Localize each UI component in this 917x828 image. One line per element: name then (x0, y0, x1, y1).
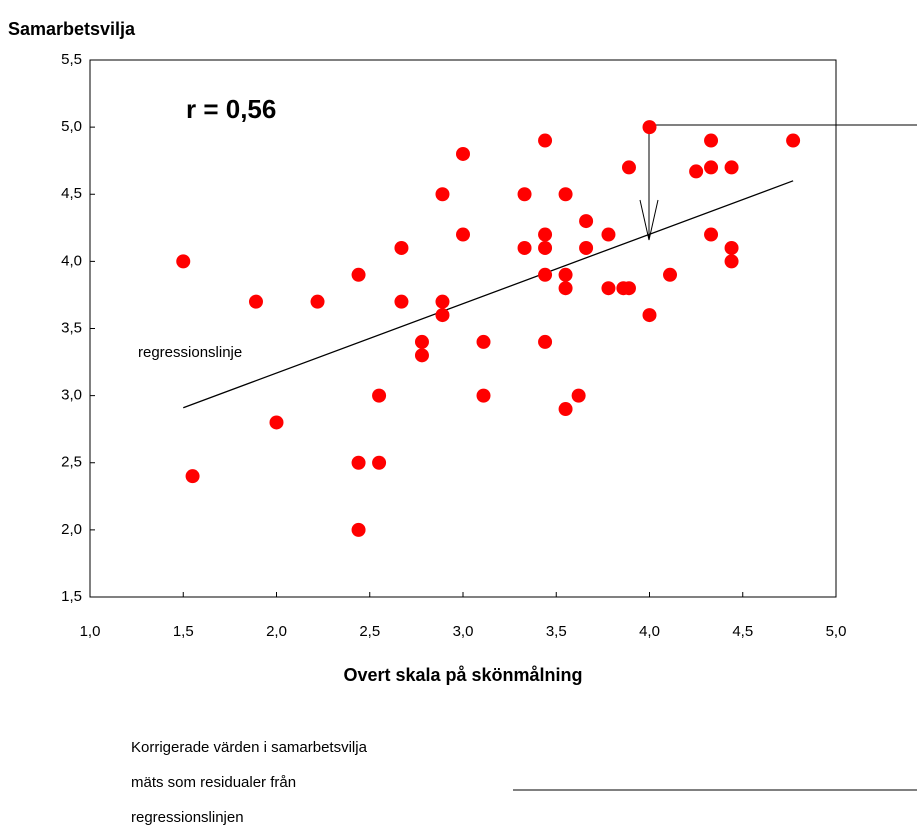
y-tick-label: 2,0 (61, 521, 82, 538)
point (394, 240, 409, 255)
point (248, 294, 263, 309)
y-tick-label: 5,0 (61, 118, 82, 135)
point (394, 294, 409, 309)
point (517, 187, 532, 202)
point (621, 160, 636, 175)
point (538, 334, 553, 349)
point (185, 469, 200, 484)
x-tick-label: 2,0 (266, 623, 287, 640)
point (456, 227, 470, 242)
point (176, 254, 191, 269)
point (351, 267, 366, 282)
y-tick-label: 2,5 (61, 454, 82, 471)
point (435, 294, 450, 309)
point (538, 133, 553, 148)
point (558, 267, 573, 282)
point (476, 388, 491, 403)
x-tick-label: 1,0 (80, 623, 101, 640)
point (414, 348, 429, 363)
y-tick-label: 4,0 (61, 252, 82, 269)
point (571, 388, 586, 403)
point (579, 240, 594, 255)
y-tick-label: 4,5 (61, 185, 82, 202)
point (704, 160, 719, 175)
annotation: r = 0,56 (186, 94, 276, 124)
point (372, 388, 387, 403)
note-line: mäts som residualer från (131, 774, 296, 791)
regression-line (183, 180, 794, 409)
line-label: regressionslinje (138, 344, 242, 361)
point (310, 294, 325, 309)
point (724, 160, 739, 175)
point (704, 133, 719, 148)
point (704, 227, 719, 242)
point (621, 281, 636, 296)
y-axis-label: Samarbetsvilja (8, 19, 136, 39)
x-tick-label: 3,5 (546, 623, 567, 640)
point (538, 267, 553, 282)
x-tick-label: 4,5 (732, 623, 753, 640)
y-tick-label: 1,5 (61, 588, 82, 605)
plot-frame (89, 59, 837, 598)
point (269, 415, 284, 430)
point (724, 254, 739, 269)
note-line: regressionslinjen (131, 809, 244, 826)
y-tick-label: 3,0 (61, 387, 82, 404)
point (786, 133, 801, 148)
y-tick-label: 3,5 (61, 319, 82, 336)
x-tick-label: 1,5 (173, 623, 194, 640)
point (663, 267, 678, 282)
point (558, 187, 573, 202)
arrow-head (639, 199, 659, 241)
x-tick-label: 2,5 (359, 623, 380, 640)
point (456, 146, 470, 161)
point (517, 240, 532, 255)
x-tick-label: 4,0 (639, 623, 660, 640)
point (642, 308, 657, 323)
x-tick-label: 3,0 (453, 623, 474, 640)
point (372, 455, 387, 470)
note-line: Korrigerade värden i samarbetsvilja (131, 739, 368, 756)
point (689, 164, 704, 179)
point (579, 214, 594, 229)
x-tick-label: 5,0 (826, 623, 847, 640)
point (601, 227, 616, 242)
y-tick-label: 5,5 (61, 51, 82, 68)
point (351, 522, 366, 537)
point (642, 120, 657, 135)
point (414, 334, 429, 349)
point (538, 240, 553, 255)
point (351, 455, 366, 470)
point (601, 281, 616, 296)
point (435, 187, 450, 202)
point (558, 281, 573, 296)
point (476, 334, 491, 349)
point (724, 240, 739, 255)
point (558, 402, 573, 417)
x-axis-label: Overt skala på skönmålning (343, 665, 582, 685)
point (435, 308, 450, 323)
point (538, 227, 553, 242)
